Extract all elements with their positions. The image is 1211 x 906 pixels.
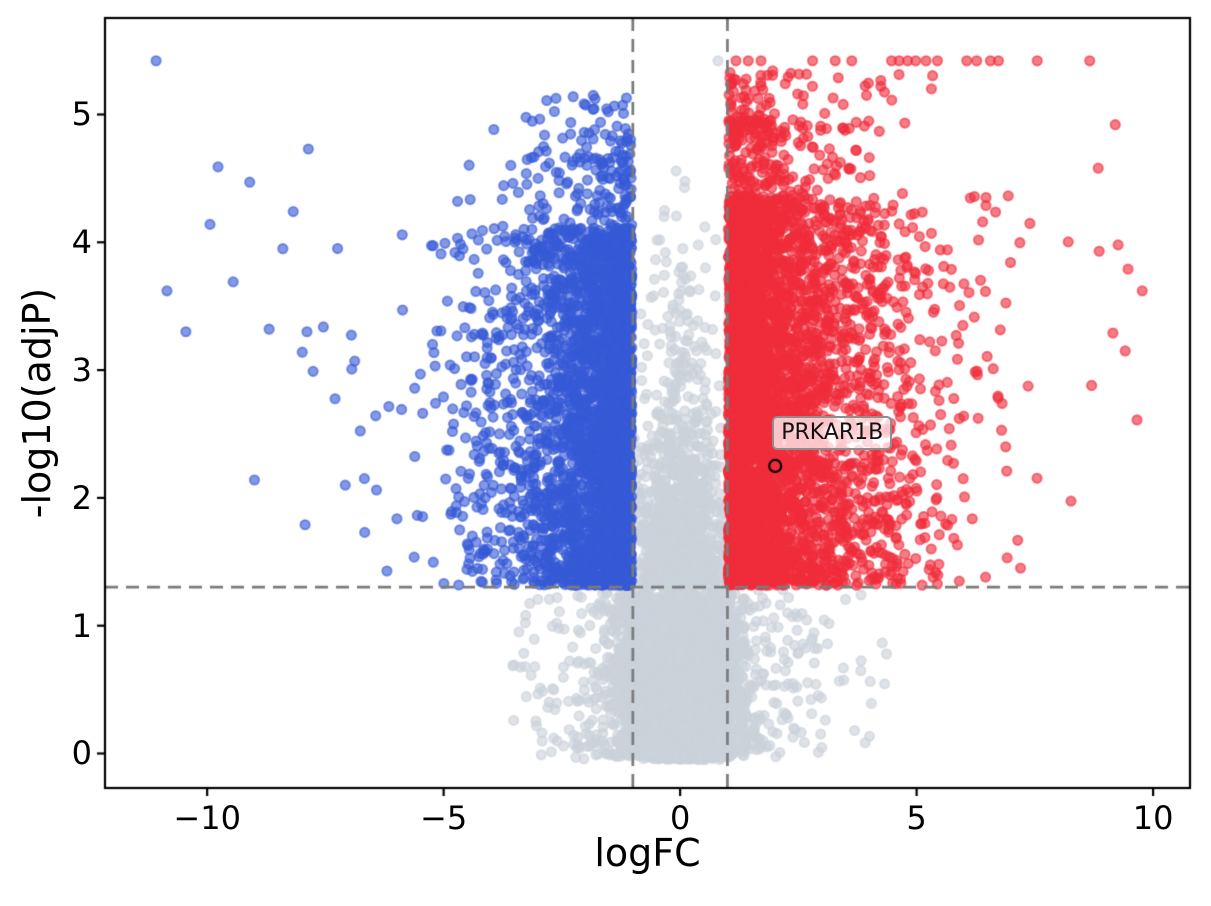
x-axis-label: logFC	[594, 831, 701, 875]
x-tick-label: 0	[669, 799, 691, 837]
gene-annotation-label: PRKAR1B	[772, 415, 893, 451]
y-tick-label: 5	[71, 95, 92, 134]
x-tick-label: 5	[906, 799, 927, 837]
y-tick-label: 1	[71, 606, 92, 645]
y-axis-label: -log10(adjP)	[15, 287, 59, 519]
x-tick-label: 10	[1132, 799, 1174, 837]
x-tick-label: −5	[420, 799, 468, 837]
y-tick-label: 4	[71, 223, 92, 262]
y-tick-label: 2	[71, 478, 92, 517]
y-tick-label: 3	[71, 351, 92, 390]
x-tick-label: −10	[173, 799, 241, 837]
y-tick-label: 0	[71, 734, 92, 773]
